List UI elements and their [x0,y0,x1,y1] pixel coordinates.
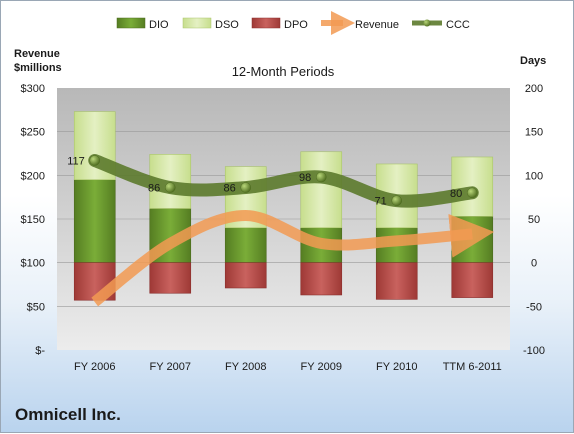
legend-label-ccc: CCC [446,19,470,31]
left-axis-ticks: $300 $250 $200 $150 $100 $50 $- [21,83,46,357]
bar-dpo [451,262,494,298]
legend-label-revenue: Revenue [355,19,399,31]
ccc-data-label: 80 [450,188,462,200]
bar-dso [73,111,116,181]
x-axis-labels: FY 2006 FY 2007 FY 2008 FY 2009 FY 2010 TTM 6… [74,361,502,373]
legend-marker-ccc [423,19,431,27]
legend-label-dso: DSO [215,19,239,31]
ccc-point [316,171,327,183]
bar-dio [224,227,267,263]
ccc-point [89,155,100,166]
ccc-point [391,195,402,206]
left-tick-label: $50 [27,301,45,313]
bar-dpo [224,262,267,289]
right-axis-ticks: 200 150 100 50 0 -50 -100 [523,83,545,357]
ccc-line [88,153,479,208]
x-tick-label: FY 2010 [376,361,417,373]
ccc-point [467,187,478,199]
bar-dpo [149,262,192,294]
right-tick-label: 0 [531,258,537,270]
left-axis-title-line1: Revenue [14,48,60,60]
bar-dpo [300,262,343,296]
company-name: Omnicell Inc. [15,405,121,424]
right-axis-title: Days [520,55,546,67]
left-tick-label: $150 [21,214,45,226]
right-tick-label: 150 [525,127,543,139]
revenue-line-group [91,210,495,307]
legend-swatch-dio [116,17,146,29]
left-tick-label: $300 [21,83,45,95]
x-tick-label: FY 2009 [301,361,342,373]
ccc-line-group: 117 86 86 98 71 80 [67,153,479,208]
left-tick-label: $100 [21,258,45,270]
ccc-data-label: 86 [224,183,236,195]
chart-title: 12-Month Periods [232,64,335,79]
left-tick-label: $200 [21,170,45,182]
left-tick-label: $- [35,345,45,357]
legend-label-dpo: DPO [284,19,308,31]
x-tick-label: FY 2006 [74,361,115,373]
right-tick-label: -50 [526,301,542,313]
legend-swatch-dpo [251,17,281,29]
ccc-data-label: 98 [299,172,311,184]
left-axis-title-line2: $millions [14,62,62,74]
x-tick-label: FY 2007 [150,361,191,373]
legend-swatch-dso [182,17,212,29]
ccc-point [240,182,251,193]
right-tick-label: 50 [528,214,540,226]
bar-dso [300,151,343,229]
bar-dio [73,179,116,263]
left-tick-label: $250 [21,127,45,139]
legend: DIO DSO DPO Revenue CCC [116,11,470,35]
right-tick-label: 100 [525,170,543,182]
x-tick-label: FY 2008 [225,361,266,373]
right-tick-label: 200 [525,83,543,95]
ccc-data-label: 71 [375,196,387,208]
ccc-data-label: 86 [148,183,160,195]
ccc-data-label: 117 [67,155,85,167]
legend-label-dio: DIO [149,19,169,31]
revenue-line [91,210,495,307]
right-tick-label: -100 [523,345,545,357]
ccc-point [165,182,176,193]
bar-dpo [375,262,418,300]
x-tick-label: TTM 6-2011 [443,361,502,373]
